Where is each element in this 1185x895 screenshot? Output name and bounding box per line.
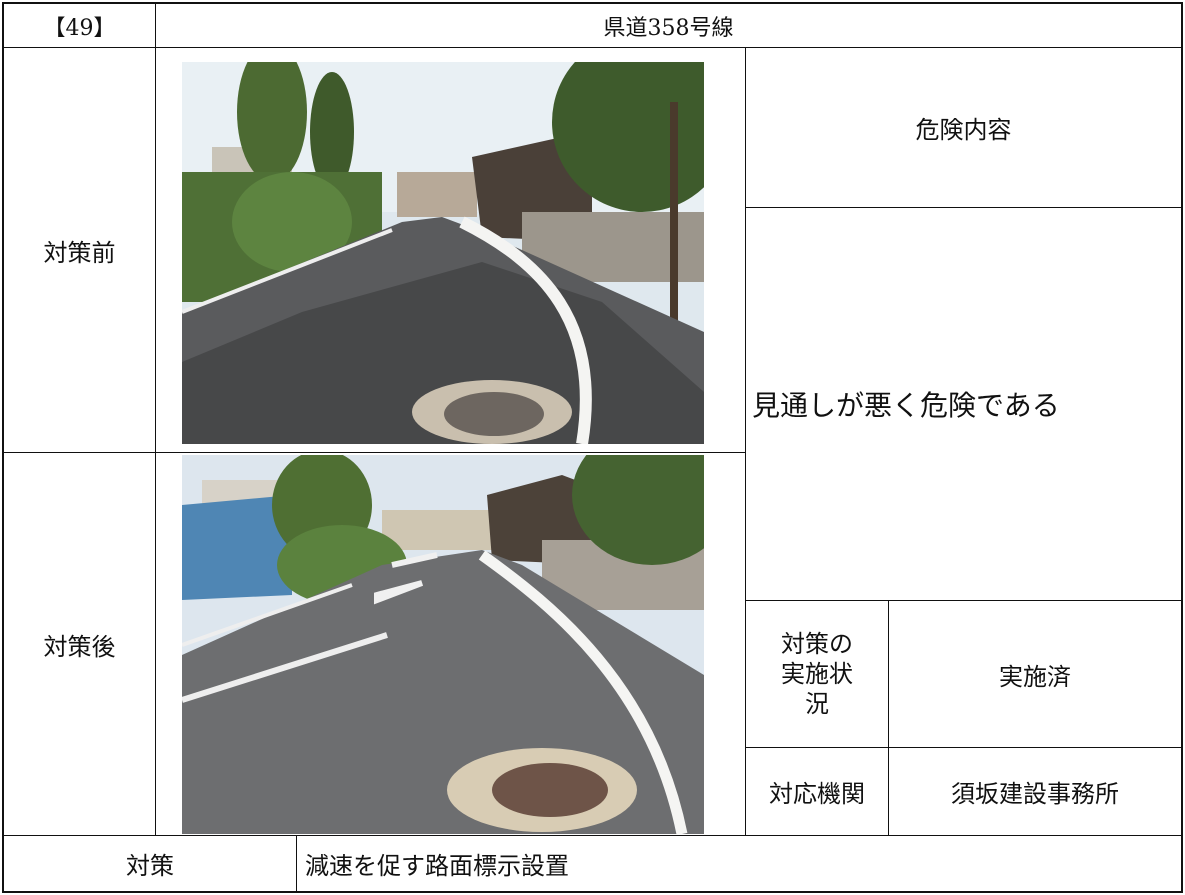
title: 県道358号線 xyxy=(603,15,734,41)
border xyxy=(745,747,1183,748)
status-value: 実施済 xyxy=(999,662,1071,691)
agency-value: 須坂建設事務所 xyxy=(951,780,1119,808)
after-photo xyxy=(182,455,704,834)
risk-text: 見通しが悪く危険である xyxy=(752,389,1060,422)
border xyxy=(2,47,1183,48)
risk-heading: 危険内容 xyxy=(915,116,1012,144)
status-label: 対策の実施状況 xyxy=(781,630,853,718)
measure-label: 対策 xyxy=(126,852,174,880)
number: 【49】 xyxy=(43,15,116,41)
border xyxy=(155,2,156,835)
measure-value: 減速を促す路面標示設置 xyxy=(305,852,569,880)
status-label-cell: 対策の実施状況 xyxy=(746,601,888,747)
before-label: 対策前 xyxy=(43,238,116,267)
border xyxy=(888,600,889,835)
border xyxy=(296,835,297,893)
before-photo xyxy=(182,62,704,444)
after-label: 対策後 xyxy=(43,632,116,661)
agency-label: 対応機関 xyxy=(769,780,865,808)
border xyxy=(2,2,1183,4)
border xyxy=(2,452,745,453)
border xyxy=(2,2,4,893)
border xyxy=(745,207,1183,208)
border xyxy=(2,835,1183,836)
border xyxy=(745,48,746,835)
border xyxy=(1181,2,1183,893)
border xyxy=(745,600,1183,601)
border xyxy=(2,891,1183,893)
